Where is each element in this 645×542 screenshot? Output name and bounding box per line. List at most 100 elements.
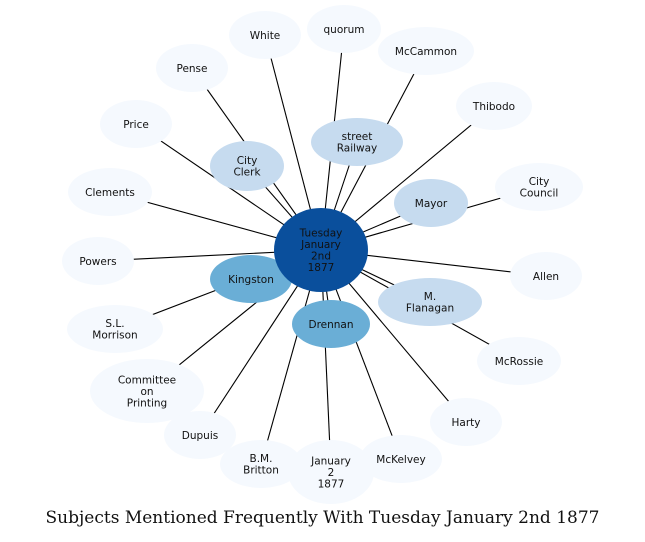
node-mcrossie-label: McRossie bbox=[495, 356, 543, 368]
node-quorum-label-line: quorum bbox=[324, 24, 365, 36]
node-january-2-1877-shape bbox=[288, 440, 374, 504]
node-city-clerk: City Clerk bbox=[210, 141, 284, 191]
node-powers-shape bbox=[62, 237, 134, 285]
node-m-flanagan-label-line: Flanagan bbox=[406, 303, 454, 315]
node-january-2-1877-label-line: 1877 bbox=[318, 478, 345, 490]
node-hub-label-line: 2nd bbox=[311, 251, 331, 263]
node-powers-label: Powers bbox=[79, 256, 116, 268]
node-committee-on-printing: Committee on Printing bbox=[90, 359, 204, 423]
node-city-clerk-label-line: Clerk bbox=[233, 167, 261, 179]
node-city-council-shape bbox=[495, 163, 583, 211]
node-mayor-shape bbox=[394, 179, 468, 227]
node-dupuis: Dupuis bbox=[164, 411, 236, 459]
node-bm-britton-label: B.M. Britton bbox=[243, 453, 279, 477]
node-bm-britton-label-line: Britton bbox=[243, 465, 279, 477]
node-january-2-1877-label: January 2 1877 bbox=[310, 455, 351, 490]
diagram-caption: Subjects Mentioned Frequently With Tuesd… bbox=[45, 508, 600, 528]
node-dupuis-label: Dupuis bbox=[182, 430, 218, 442]
nodes: White quorum McCammon Pense Thibodo Price stre… bbox=[62, 5, 583, 504]
node-quorum-shape bbox=[307, 5, 381, 53]
node-committee-on-printing-label-line: on bbox=[140, 386, 153, 398]
node-pense-shape bbox=[156, 44, 228, 92]
node-harty-label-line: Harty bbox=[452, 417, 481, 429]
node-bm-britton: B.M. Britton bbox=[220, 440, 302, 488]
node-drennan: Drennan bbox=[292, 300, 370, 348]
node-clements: Clements bbox=[68, 168, 152, 216]
node-sl-morrison-label: S.L. Morrison bbox=[92, 318, 137, 342]
node-sl-morrison-shape bbox=[67, 305, 163, 353]
node-drennan-label: Drennan bbox=[308, 319, 353, 331]
node-price-label-line: Price bbox=[123, 119, 149, 131]
node-mccammon: McCammon bbox=[378, 27, 474, 75]
node-mckelvey-label: McKelvey bbox=[376, 454, 425, 466]
node-city-council-label-line: City bbox=[529, 176, 550, 188]
node-mckelvey: McKelvey bbox=[360, 435, 442, 483]
node-m-flanagan-label-line: M. bbox=[424, 291, 436, 303]
node-mckelvey-shape bbox=[360, 435, 442, 483]
node-mckelvey-label-line: McKelvey bbox=[376, 454, 425, 466]
node-allen-label: Allen bbox=[533, 271, 559, 283]
node-powers-label-line: Powers bbox=[79, 256, 116, 268]
node-powers: Powers bbox=[62, 237, 134, 285]
node-bm-britton-shape bbox=[220, 440, 302, 488]
node-allen-shape bbox=[510, 252, 582, 300]
node-drennan-shape bbox=[292, 300, 370, 348]
node-mayor: Mayor bbox=[394, 179, 468, 227]
node-sl-morrison-label-line: S.L. bbox=[105, 318, 124, 330]
node-pense-label: Pense bbox=[176, 63, 207, 75]
node-street-railway-label-line: Railway bbox=[337, 143, 378, 155]
node-hub-shape bbox=[274, 208, 368, 292]
node-mccammon-label-line: McCammon bbox=[395, 46, 457, 58]
node-sl-morrison: S.L. Morrison bbox=[67, 305, 163, 353]
node-price: Price bbox=[100, 100, 172, 148]
node-allen: Allen bbox=[510, 252, 582, 300]
node-m-flanagan: M. Flanagan bbox=[378, 278, 482, 326]
node-drennan-label-line: Drennan bbox=[308, 319, 353, 331]
node-hub-label-line: Tuesday bbox=[299, 228, 343, 240]
node-kingston-label: Kingston bbox=[228, 274, 274, 286]
node-harty-label: Harty bbox=[452, 417, 481, 429]
node-committee-on-printing-label: Committee on Printing bbox=[118, 374, 176, 409]
node-street-railway-shape bbox=[311, 118, 403, 166]
node-quorum-label: quorum bbox=[324, 24, 365, 36]
node-mcrossie: McRossie bbox=[477, 337, 561, 385]
node-dupuis-label-line: Dupuis bbox=[182, 430, 218, 442]
node-city-council-label: City Council bbox=[520, 176, 559, 200]
node-committee-on-printing-label-line: Printing bbox=[127, 397, 167, 409]
node-price-shape bbox=[100, 100, 172, 148]
node-street-railway-label: street Railway bbox=[337, 131, 378, 155]
node-mayor-label: Mayor bbox=[415, 198, 448, 210]
node-street-railway: street Railway bbox=[311, 118, 403, 166]
node-pense-label-line: Pense bbox=[176, 63, 207, 75]
node-city-clerk-label: City Clerk bbox=[233, 155, 261, 179]
node-pense: Pense bbox=[156, 44, 228, 92]
node-clements-label: Clements bbox=[85, 187, 135, 199]
node-street-railway-label-line: street bbox=[342, 131, 373, 143]
node-hub-label: Tuesday January 2nd 1877 bbox=[299, 228, 343, 274]
node-city-clerk-label-line: City bbox=[237, 155, 258, 167]
node-white-shape bbox=[229, 11, 301, 59]
node-thibodo-label-line: Thibodo bbox=[472, 101, 515, 113]
node-white-label-line: White bbox=[250, 30, 281, 42]
node-kingston-shape bbox=[210, 255, 292, 303]
node-clements-shape bbox=[68, 168, 152, 216]
node-harty: Harty bbox=[430, 398, 502, 446]
node-city-clerk-shape bbox=[210, 141, 284, 191]
node-sl-morrison-label-line: Morrison bbox=[92, 330, 137, 342]
node-m-flanagan-label: M. Flanagan bbox=[406, 291, 454, 315]
node-kingston-label-line: Kingston bbox=[228, 274, 274, 286]
node-quorum: quorum bbox=[307, 5, 381, 53]
node-january-2-1877-label-line: 2 bbox=[328, 467, 335, 479]
node-mcrossie-shape bbox=[477, 337, 561, 385]
node-hub-label-line: 1877 bbox=[308, 262, 335, 274]
node-bm-britton-label-line: B.M. bbox=[250, 453, 273, 465]
node-allen-label-line: Allen bbox=[533, 271, 559, 283]
node-committee-on-printing-label-line: Committee bbox=[118, 374, 176, 386]
node-city-council-label-line: Council bbox=[520, 188, 559, 200]
node-harty-shape bbox=[430, 398, 502, 446]
node-price-label: Price bbox=[123, 119, 149, 131]
node-white-label: White bbox=[250, 30, 281, 42]
node-clements-label-line: Clements bbox=[85, 187, 135, 199]
node-city-council: City Council bbox=[495, 163, 583, 211]
